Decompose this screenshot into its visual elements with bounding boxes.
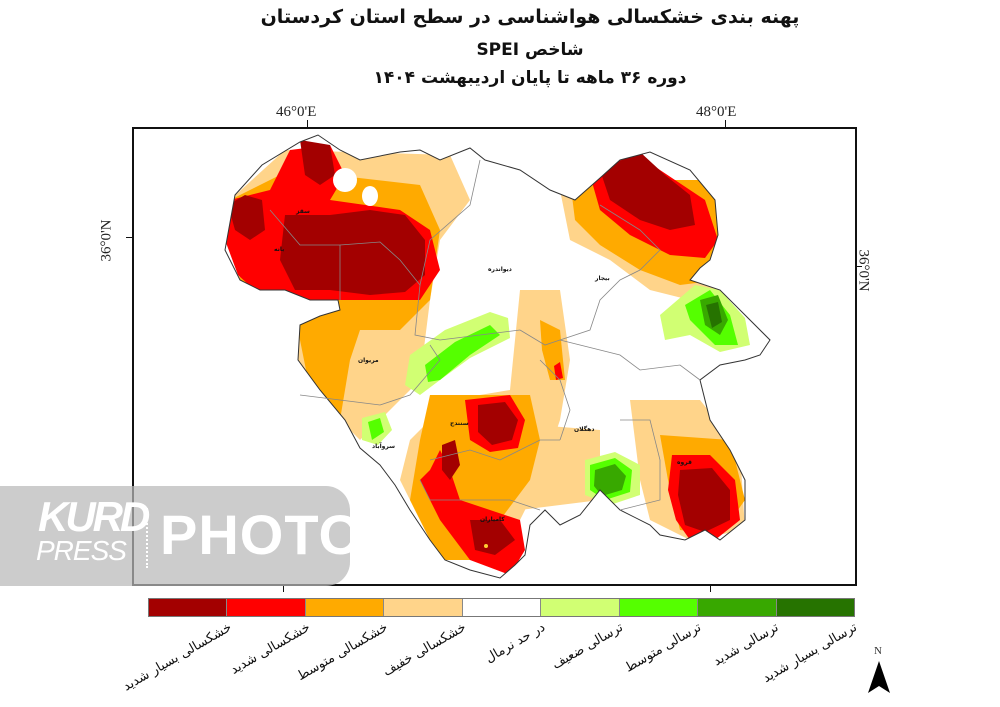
tick-bottom-1 bbox=[283, 584, 284, 592]
map-frame bbox=[132, 127, 857, 586]
tick-left-36n bbox=[126, 237, 133, 238]
kurdpress-watermark: KURD PRESS PHOTO bbox=[0, 486, 362, 586]
north-arrow: N bbox=[866, 645, 892, 695]
legend-bar bbox=[148, 598, 855, 617]
city-labels: سقز بانه دیواندره بیجار مریوان سنندج سرو… bbox=[274, 208, 692, 523]
drought-fill-layer bbox=[225, 135, 770, 578]
watermark-photo-word: PHOTO bbox=[160, 503, 364, 566]
capital-marker-icon bbox=[484, 544, 488, 548]
legend-swatch-extreme-drought bbox=[149, 599, 228, 616]
north-label: N bbox=[874, 645, 882, 657]
longitude-label-46e: 46°0'E bbox=[276, 104, 317, 120]
legend-swatch-severe-wet bbox=[698, 599, 777, 616]
north-arrow-icon bbox=[868, 661, 890, 693]
city-sarvabad: سروآباد bbox=[372, 441, 395, 450]
county-boundaries bbox=[269, 159, 701, 511]
watermark-brand-top: KURD bbox=[38, 493, 150, 540]
tick-top-48e bbox=[725, 120, 726, 128]
city-kamyaran: کامیاران bbox=[480, 516, 505, 523]
index-subtitle: شاخص SPEI bbox=[476, 40, 584, 60]
city-qorveh: قروه bbox=[677, 459, 692, 466]
legend-swatch-moderate-drought bbox=[305, 599, 385, 616]
city-divandarreh: دیواندره bbox=[488, 266, 512, 273]
watermark-separator bbox=[146, 508, 148, 568]
tick-top-46e bbox=[307, 120, 308, 128]
longitude-label-48e: 48°0'E bbox=[696, 104, 737, 120]
watermark-brand-bottom: PRESS bbox=[36, 535, 127, 566]
city-sanandaj: سنندج bbox=[450, 420, 469, 427]
tick-right-36n bbox=[855, 266, 862, 267]
city-saqqez: سقز bbox=[295, 208, 310, 215]
city-baneh: بانه bbox=[274, 246, 284, 253]
legend-swatch-moderate-wet bbox=[619, 599, 699, 616]
legend-swatch-extreme-wet bbox=[776, 599, 854, 616]
legend-swatch-weak-wet bbox=[541, 599, 620, 616]
province-border bbox=[224, 134, 771, 579]
legend-swatch-normal bbox=[462, 599, 542, 616]
legend-swatch-mild-drought bbox=[384, 599, 463, 616]
tick-bottom-2 bbox=[710, 584, 711, 592]
city-bijar: بیجار bbox=[594, 275, 610, 282]
city-dehgolan: دهگلان bbox=[574, 425, 594, 433]
map-title: پهنه بندی خشکسالی هواشناسی در سطح استان … bbox=[260, 6, 800, 28]
city-marivan: مریوان bbox=[358, 357, 379, 364]
period-subtitle: دوره ۳۶ ماهه تا پایان اردیبهشت ۱۴۰۴ bbox=[373, 68, 687, 88]
legend-swatch-severe-drought bbox=[227, 599, 306, 616]
